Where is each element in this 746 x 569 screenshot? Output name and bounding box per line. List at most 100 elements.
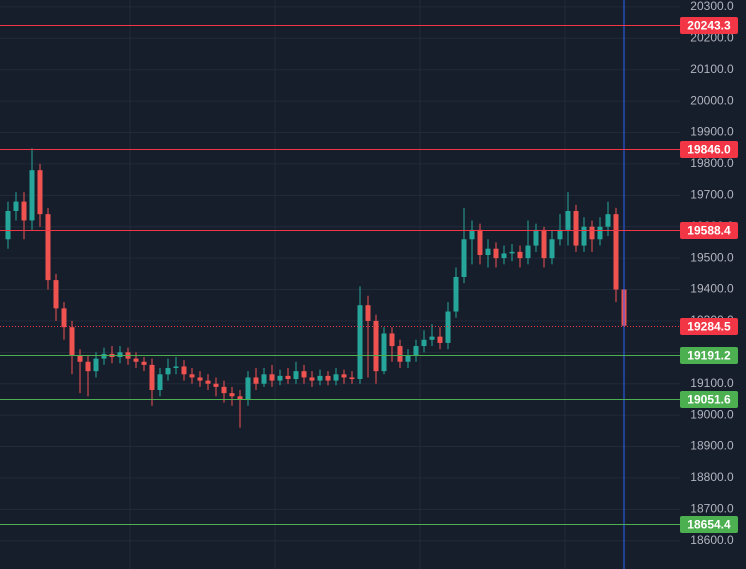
candle-body <box>541 229 547 259</box>
candle-body <box>69 327 75 356</box>
candle-body <box>93 358 99 372</box>
level-label: 19051.6 <box>687 393 731 407</box>
candle-body <box>117 352 123 358</box>
candle-body <box>261 374 267 384</box>
candle-body <box>37 170 43 215</box>
candle-body <box>381 333 387 372</box>
candle-body <box>597 226 603 240</box>
candle-body <box>485 248 491 255</box>
candle-body <box>285 375 291 380</box>
level-label: 19191.2 <box>687 349 731 363</box>
v-grid <box>129 0 566 569</box>
candle-body <box>277 375 283 381</box>
y-tick-label: 19500.0 <box>690 250 734 264</box>
candle-body <box>349 377 355 380</box>
candle-body <box>77 355 83 362</box>
candle-body <box>237 396 243 400</box>
y-tick-label: 20000.0 <box>690 93 734 107</box>
candle-body <box>213 383 219 387</box>
candle-body <box>341 374 347 378</box>
candle-body <box>509 251 515 254</box>
candle-body <box>549 239 555 259</box>
candle-body <box>317 375 323 381</box>
level-label-box <box>680 222 738 239</box>
y-tick-label: 19700.0 <box>690 187 734 201</box>
candle-body <box>221 386 227 394</box>
candle-body <box>429 336 435 340</box>
y-tick-label: 19800.0 <box>690 156 734 170</box>
candle-body <box>525 245 531 259</box>
candle-body <box>61 308 67 328</box>
candle-body <box>293 371 299 380</box>
y-tick-label: 19900.0 <box>690 125 734 139</box>
y-tick-label: 18800.0 <box>690 470 734 484</box>
candle-body <box>165 368 171 375</box>
candle-body <box>501 253 507 259</box>
candle-body <box>53 280 59 309</box>
candle-body <box>365 305 371 321</box>
candle-body <box>589 226 595 240</box>
candle-body <box>309 377 315 381</box>
y-tick-label: 20100.0 <box>690 62 734 76</box>
candle-body <box>21 201 27 221</box>
candle-body <box>149 364 155 391</box>
candle-body <box>181 366 187 375</box>
candle-body <box>373 320 379 372</box>
y-tick-label: 19100.0 <box>690 376 734 390</box>
candle-body <box>517 251 523 259</box>
candle-body <box>5 211 11 240</box>
candle-body <box>405 355 411 362</box>
y-tick-label: 18900.0 <box>690 439 734 453</box>
level-label: 20243.3 <box>687 19 731 33</box>
candle-body <box>413 346 419 356</box>
level-label: 18654.4 <box>687 518 731 532</box>
y-tick-label: 19400.0 <box>690 282 734 296</box>
candle-body <box>269 374 275 381</box>
level-label: 19846.0 <box>687 143 731 157</box>
candle-body <box>301 371 307 378</box>
level-label-box <box>680 17 738 34</box>
candle-body <box>437 336 443 343</box>
candle-body <box>29 170 35 221</box>
candle-body <box>173 366 179 369</box>
candle-body <box>469 229 475 240</box>
candle-body <box>605 214 611 227</box>
candle-body <box>533 229 539 246</box>
y-tick-label: 18600.0 <box>690 533 734 547</box>
level-label: 19284.5 <box>687 320 731 334</box>
candle-body <box>421 339 427 347</box>
candle-body <box>253 377 259 384</box>
candle-body <box>333 374 339 381</box>
level-label-box <box>680 347 738 364</box>
candle-body <box>85 361 91 372</box>
y-tick-label: 18700.0 <box>690 502 734 516</box>
y-tick-label: 19000.0 <box>690 407 734 421</box>
candle-body <box>357 305 363 380</box>
candle-body <box>397 346 403 362</box>
candle-body <box>141 361 147 365</box>
candle-body <box>245 377 251 400</box>
level-label-box <box>680 516 738 533</box>
level-label-box <box>680 141 738 158</box>
candle-body <box>461 239 467 277</box>
candle-body <box>229 393 235 397</box>
candle-body <box>205 380 211 384</box>
candle-body <box>445 311 451 343</box>
level-label: 19588.4 <box>687 224 731 238</box>
y-tick-label: 20300.0 <box>690 0 734 13</box>
level-label-box <box>680 391 738 408</box>
candle-body <box>13 201 19 212</box>
candle-body <box>557 229 563 240</box>
level-label-box <box>680 318 738 335</box>
candle-body <box>389 333 395 347</box>
candle-body <box>325 375 331 381</box>
candle-body <box>45 214 51 281</box>
candle-body <box>157 374 163 391</box>
candle-body <box>133 358 139 362</box>
candle-body <box>453 276 459 312</box>
candle-body <box>573 211 579 246</box>
candle-body <box>189 374 195 378</box>
